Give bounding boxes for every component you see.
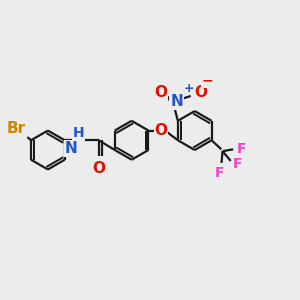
Text: −: − (201, 74, 213, 88)
Text: N: N (170, 94, 183, 109)
Text: O: O (195, 85, 208, 100)
Text: +: + (183, 82, 194, 94)
Text: Br: Br (7, 121, 26, 136)
Text: O: O (154, 85, 167, 100)
Text: N: N (65, 141, 78, 156)
Text: F: F (237, 142, 246, 156)
Text: O: O (154, 123, 168, 138)
Text: F: F (215, 166, 224, 180)
Text: H: H (72, 126, 84, 140)
Text: O: O (92, 161, 105, 176)
Text: F: F (233, 157, 242, 171)
